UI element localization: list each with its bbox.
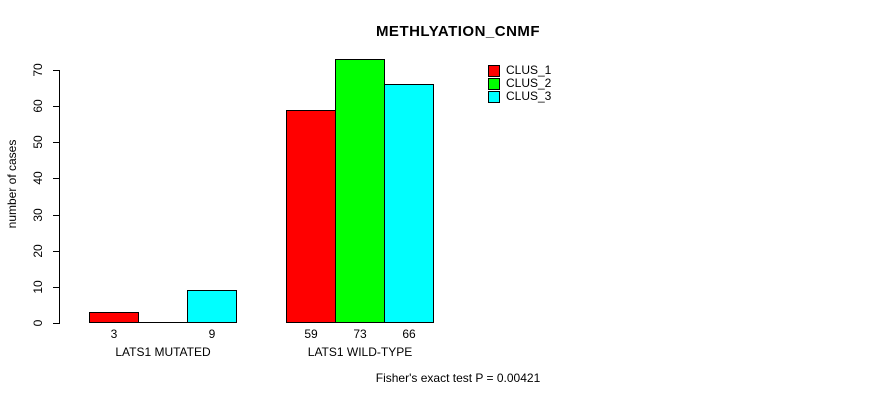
- legend: CLUS_1 CLUS_2 CLUS_3: [488, 64, 551, 103]
- bar-clus-2-zero: [138, 322, 188, 323]
- y-tick-label: 70: [31, 63, 45, 77]
- y-tick: [53, 323, 59, 324]
- legend-swatch-clus-3: [488, 90, 500, 103]
- y-axis-line: [59, 70, 60, 324]
- y-tick: [53, 70, 59, 71]
- y-tick-label: 60: [31, 99, 45, 113]
- bar-clus-2: [335, 59, 385, 323]
- y-axis-label: number of cases: [5, 139, 19, 229]
- y-tick: [53, 251, 59, 252]
- legend-item-clus-1: CLUS_1: [488, 64, 551, 77]
- y-tick: [53, 106, 59, 107]
- legend-swatch-clus-2: [488, 77, 500, 90]
- y-tick: [53, 287, 59, 288]
- bar-value-label: 9: [208, 327, 216, 341]
- legend-swatch-clus-1: [488, 64, 500, 77]
- legend-label-clus-1: CLUS_1: [506, 63, 552, 77]
- bar-clus-3: [187, 290, 237, 323]
- legend-item-clus-2: CLUS_2: [488, 77, 551, 90]
- bar-clus-1: [286, 110, 336, 323]
- x-category-label-lats1-wild-type: LATS1 WILD-TYPE: [307, 345, 413, 359]
- bar-value-label: 73: [353, 327, 367, 341]
- x-category-label-lats1-mutated: LATS1 MUTATED: [115, 345, 211, 359]
- y-tick: [53, 178, 59, 179]
- bar-clus-1: [89, 312, 139, 323]
- y-tick-label: 50: [31, 135, 45, 149]
- legend-item-clus-3: CLUS_3: [488, 90, 551, 103]
- bar-value-label: 59: [304, 327, 318, 341]
- y-tick-label: 0: [31, 319, 45, 327]
- y-tick: [53, 142, 59, 143]
- legend-label-clus-2: CLUS_2: [506, 76, 552, 90]
- y-tick: [53, 215, 59, 216]
- bar-value-label: 66: [402, 327, 416, 341]
- bar-clus-3: [384, 84, 434, 323]
- chart-title: METHLYATION_CNMF: [375, 23, 541, 40]
- bar-value-label: 3: [110, 327, 118, 341]
- fisher-test-pvalue: Fisher's exact test P = 0.00421: [375, 371, 541, 385]
- legend-label-clus-3: CLUS_3: [506, 89, 552, 103]
- y-tick-label: 10: [31, 280, 45, 294]
- y-tick-label: 20: [31, 244, 45, 258]
- y-tick-label: 40: [31, 171, 45, 185]
- y-tick-label: 30: [31, 208, 45, 222]
